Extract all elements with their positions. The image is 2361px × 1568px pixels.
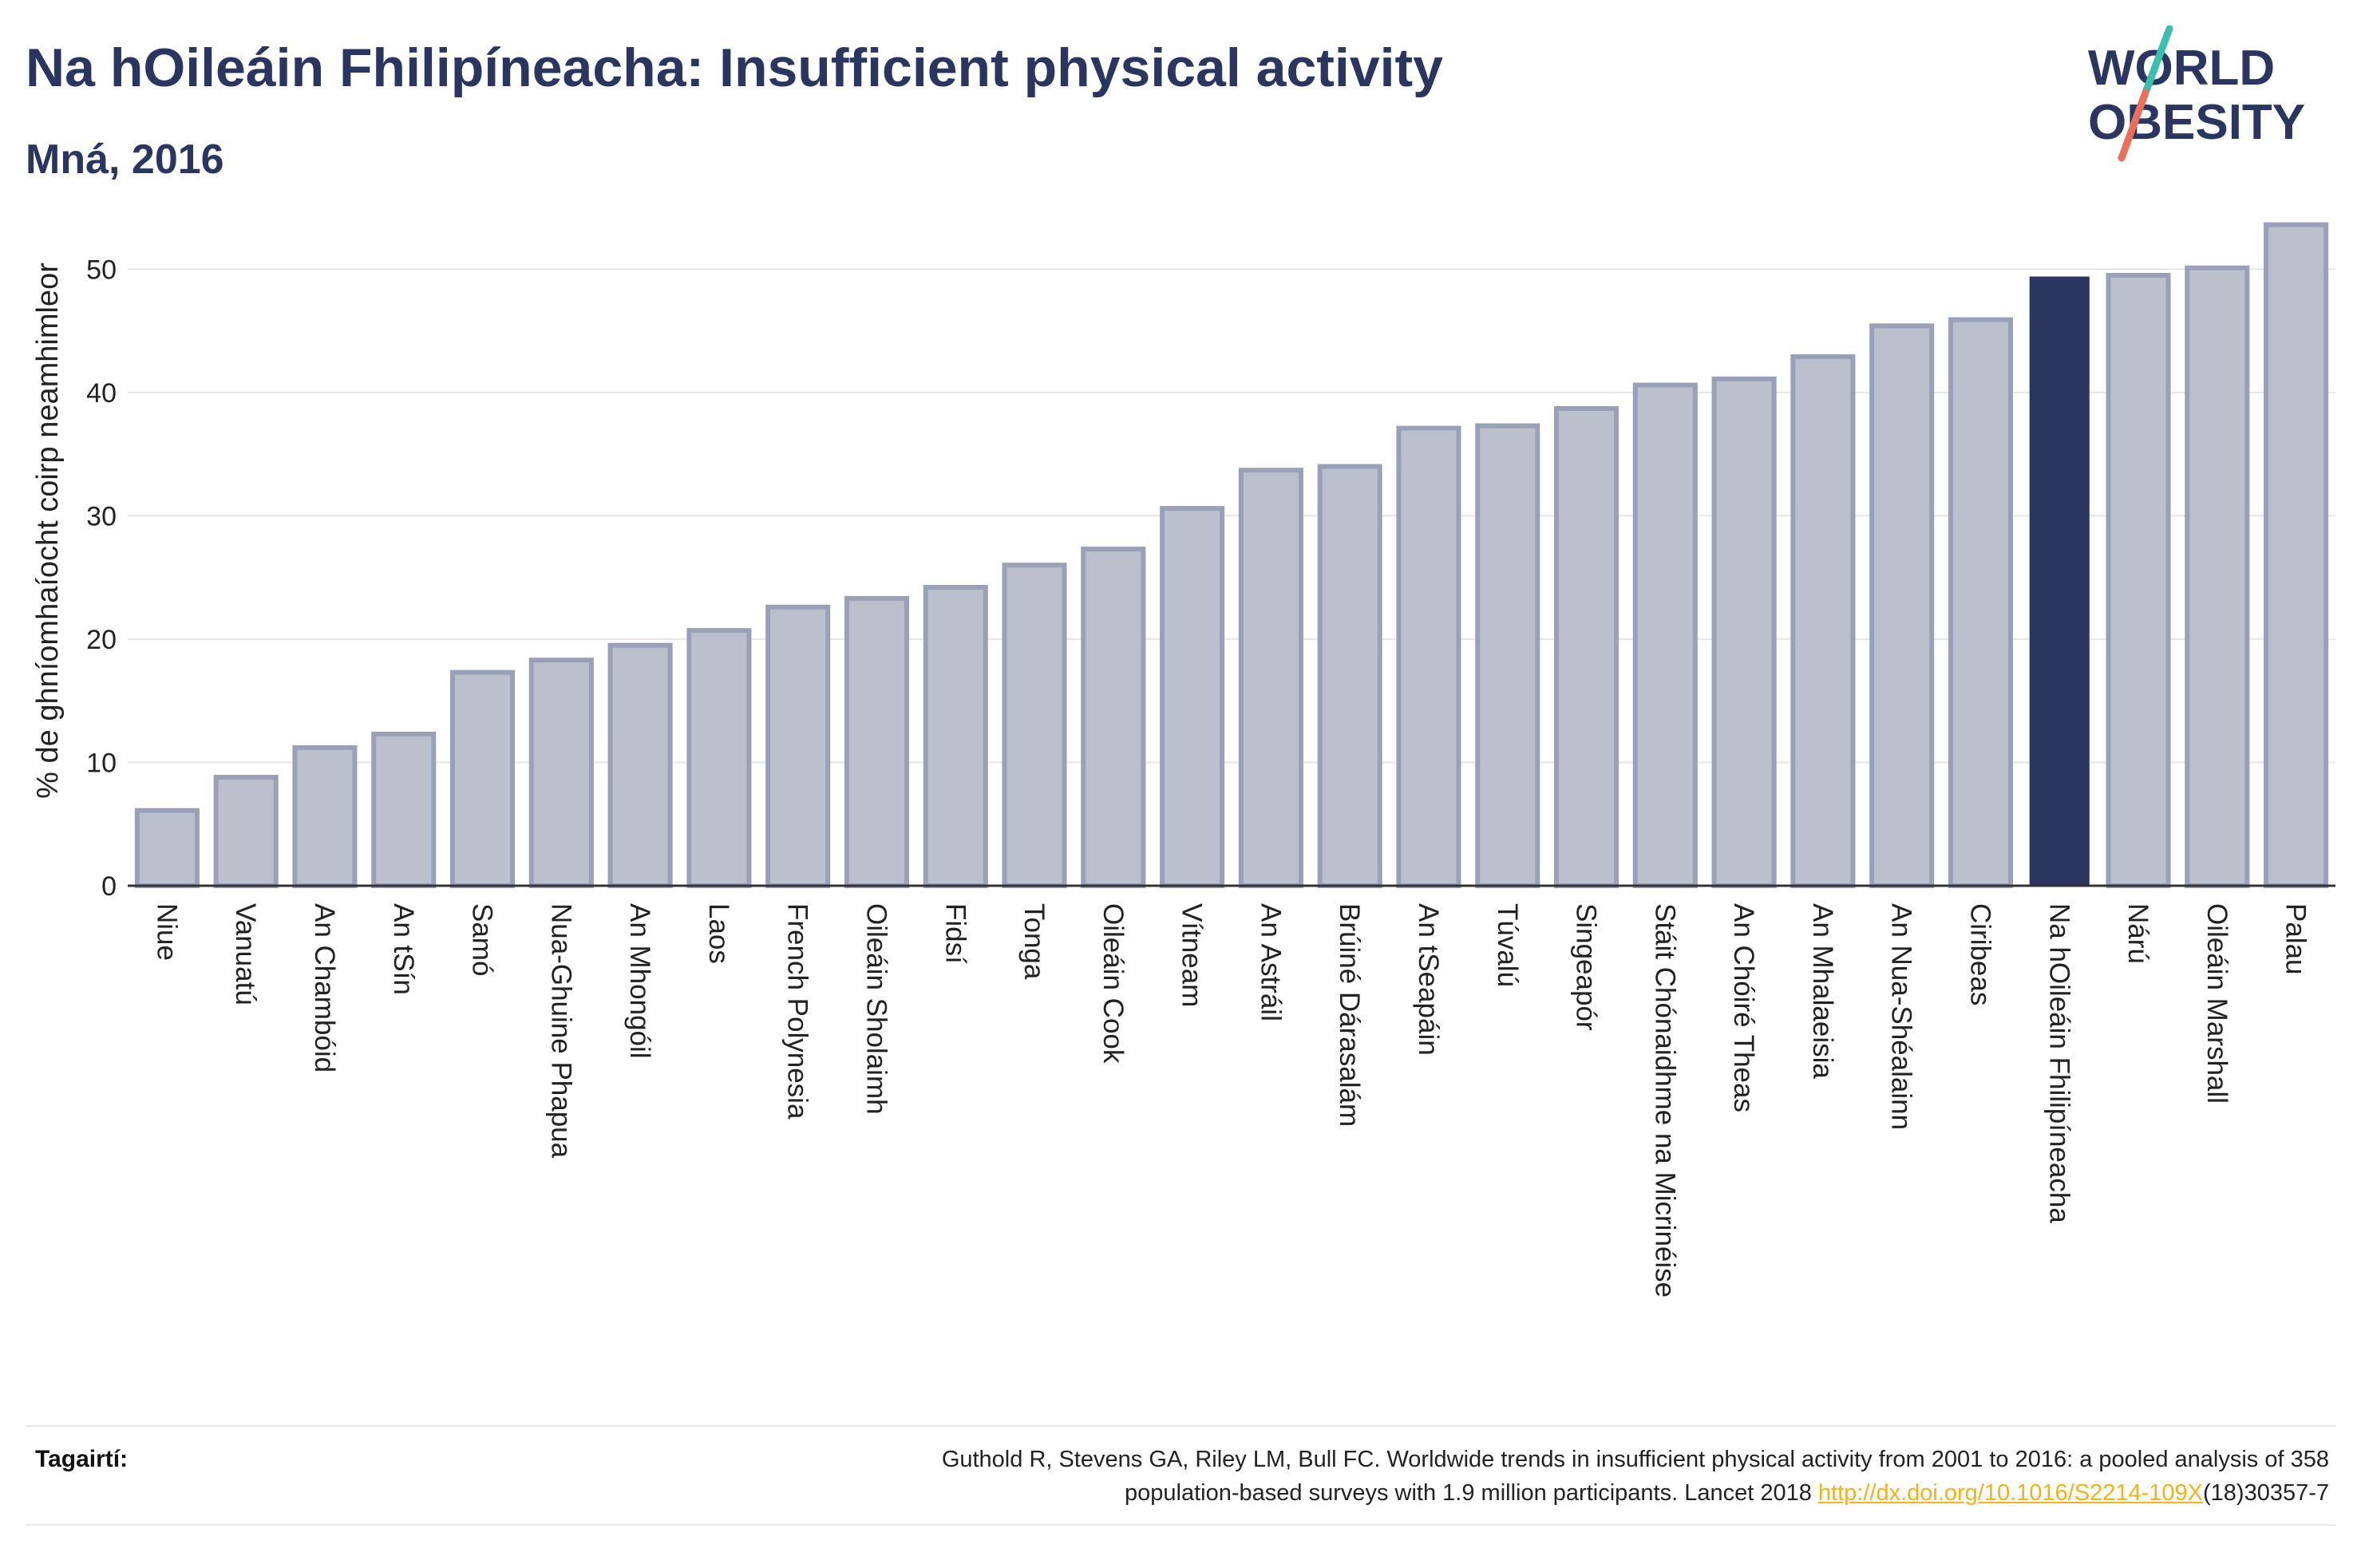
bar [1160, 506, 1225, 888]
bar [1317, 464, 1382, 888]
logo-slash-red [2118, 89, 2149, 162]
x-tick-label: An tSeapáin [1413, 903, 1444, 1056]
bar [1396, 425, 1461, 888]
x-tick-label: An tSín [388, 903, 419, 995]
reference-doi-link[interactable]: http://dx.doi.org/10.1016/S2214-109X [1817, 1480, 2203, 1506]
logo-slash-teal [2142, 25, 2173, 97]
reference-line2: population-based surveys with 1.9 millio… [1125, 1480, 1818, 1506]
bar-highlight [2029, 276, 2090, 887]
bar [686, 628, 752, 888]
bar [2106, 273, 2171, 888]
x-tick-label: An Astráil [1255, 903, 1286, 1021]
reference-bottom-rule [26, 1524, 2335, 1526]
reference-text: Guthold R, Stevens GA, Riley LM, Bull FC… [493, 1443, 2329, 1510]
y-axis-label: % de ghníomhaíocht coirp neamhimleor [31, 263, 65, 799]
x-tick-label: An Nua-Shéalainn [1886, 903, 1917, 1130]
world-obesity-logo: WORLD OBESITY [2088, 25, 2305, 162]
bar [292, 745, 358, 889]
reference-line1: Guthold R, Stevens GA, Riley LM, Bull FC… [941, 1447, 2329, 1472]
bar [844, 595, 910, 889]
x-tick-label: Ciribeas [1964, 903, 1995, 1005]
x-tick-label: French Polynesia [782, 903, 813, 1120]
x-tick-label: Oileáin Sholaimh [860, 903, 892, 1115]
x-tick-label: Singeapór [1571, 903, 1602, 1031]
y-tick-label: 40 [86, 378, 117, 409]
bar [1711, 376, 1777, 888]
bar [1553, 405, 1619, 888]
x-tick-label: Laos [703, 903, 734, 964]
x-tick-label: Palau [2280, 903, 2312, 975]
x-tick-label: An Chambóid [309, 903, 340, 1072]
chart-title: Na hOileáin Fhilipíneacha: Insufficient … [26, 38, 1444, 98]
bar [1790, 354, 1856, 888]
x-tick-label: Brúiné Dárasalám [1334, 903, 1365, 1127]
bar [1002, 563, 1067, 888]
x-tick-label: Nua-Ghuine Phapua [545, 903, 576, 1159]
reference-top-rule [26, 1425, 2335, 1427]
bar-chart: 0 10 20 30 40 50 Niue Vanuatú An Chambóid An tSí… [31, 222, 2335, 1297]
x-tick-label: Vítneam [1177, 903, 1208, 1007]
x-tick-label: Na hOileáin Fhilipíneacha [2043, 903, 2074, 1223]
x-tick-label: Niue [151, 903, 182, 961]
bar [923, 585, 988, 888]
x-tick-label: An Mhongóil [624, 903, 655, 1059]
bar [1632, 382, 1698, 888]
bar [2185, 265, 2250, 888]
x-tick-label: Fidsí [939, 903, 971, 964]
x-tick-label: An Chóiré Theas [1728, 903, 1759, 1112]
x-tick-label: Nárú [2122, 903, 2153, 964]
x-tick-label: Oileáin Cook [1097, 903, 1129, 1064]
x-tick-label: An Mhalaeisia [1807, 903, 1838, 1079]
chart-subtitle: Mná, 2016 [26, 136, 224, 183]
x-tick-labels: Niue Vanuatú An Chambóid An tSín Samó Nua-Ghu… [151, 903, 2311, 1297]
reference-label: Tagairtí: [35, 1446, 129, 1472]
bar [2264, 222, 2329, 888]
bar [1475, 423, 1540, 888]
bar [1081, 547, 1146, 888]
y-tick-label: 20 [86, 625, 117, 655]
bar [1948, 317, 2014, 888]
bar [371, 731, 437, 889]
bar [528, 658, 594, 888]
y-tick-label: 0 [101, 871, 117, 902]
x-tick-label: Oileáin Marshall [2201, 903, 2232, 1104]
bar [1869, 323, 1935, 888]
bar [607, 642, 673, 888]
bars [134, 222, 2329, 889]
y-tick-label: 50 [86, 255, 117, 285]
logo-world-text: WORLD [2088, 41, 2275, 96]
y-tick-label: 10 [86, 748, 117, 778]
x-tick-label: Vanuatú [230, 903, 261, 1005]
y-tick-labels: 0 10 20 30 40 50 [86, 255, 117, 902]
reference-line2-end: (18)30357-7 [2203, 1480, 2329, 1506]
x-tick-label: Tonga [1018, 903, 1050, 980]
x-tick-label: Stáit Chónaidhme na Micrinéise [1649, 903, 1680, 1297]
y-tick-label: 30 [86, 501, 117, 531]
bar [765, 604, 831, 889]
bar [134, 808, 200, 889]
x-tick-label: Samó [467, 903, 498, 976]
bar [449, 669, 516, 888]
x-tick-label: Túvalú [1492, 903, 1523, 987]
bar [1238, 468, 1303, 888]
bar [213, 775, 279, 888]
